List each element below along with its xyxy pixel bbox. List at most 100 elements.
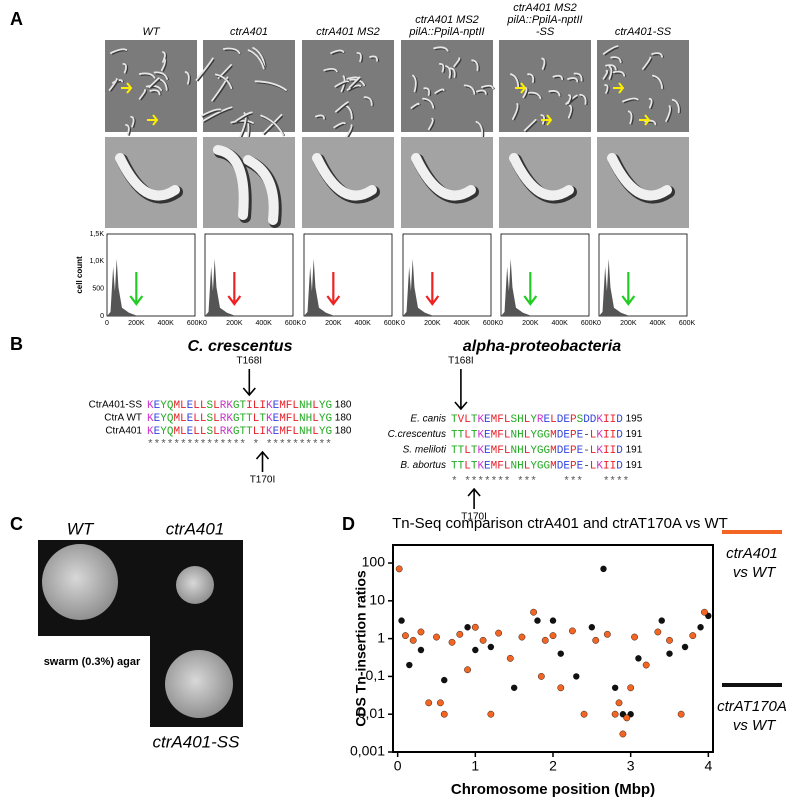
- cell: [602, 45, 619, 55]
- point: [642, 661, 650, 669]
- histogram: [304, 258, 335, 316]
- point: [677, 710, 685, 718]
- point: [600, 565, 607, 573]
- cell: [648, 97, 653, 109]
- cell: [125, 123, 130, 136]
- point: [627, 684, 635, 692]
- column-title: ctrA401 MS2: [415, 14, 479, 26]
- arrow: [613, 82, 625, 94]
- cell: [356, 52, 362, 63]
- cell: [566, 94, 572, 105]
- cell: [254, 80, 288, 92]
- plate-label: ctrA401-SS: [153, 732, 241, 751]
- cell: [604, 84, 609, 94]
- conservation: *************** * **********: [147, 439, 332, 451]
- point: [592, 636, 600, 644]
- cell: [234, 111, 253, 123]
- point: [701, 608, 708, 616]
- point: [425, 699, 433, 707]
- point: [506, 654, 514, 662]
- panel-label: A: [10, 9, 23, 29]
- histogram: [403, 258, 434, 316]
- plate-label: WT: [67, 519, 95, 538]
- cell-shadow: [349, 77, 362, 90]
- cell-shadow: [524, 119, 538, 133]
- cell: [548, 90, 561, 97]
- cell: [481, 84, 494, 90]
- cell-shadow: [335, 81, 350, 89]
- column-title: -SS: [536, 26, 555, 38]
- plate-label: ctrA401: [166, 519, 225, 538]
- point: [615, 699, 623, 707]
- x-tick-label: 600K: [679, 320, 696, 327]
- x-tick-label: 0: [499, 320, 503, 327]
- micrograph: [302, 40, 394, 132]
- cell: [312, 153, 377, 201]
- point: [398, 617, 405, 624]
- column-title: pilA::PpilA-nptII: [408, 26, 484, 38]
- cell: [149, 89, 161, 96]
- cell-shadow: [139, 89, 148, 101]
- column-title: pilA::PpilA-nptII: [506, 14, 582, 26]
- block-title: C. crescentus: [188, 338, 293, 355]
- x-tick-label: 0: [394, 758, 402, 774]
- sequence-name: C.crescentus: [388, 429, 446, 440]
- cell: [607, 153, 672, 201]
- arrow: [541, 114, 553, 126]
- point: [635, 655, 642, 662]
- cell-shadow: [643, 58, 653, 71]
- point: [448, 638, 456, 646]
- cell: [552, 74, 564, 81]
- y-tick-label: 500: [92, 286, 104, 293]
- y-tick-label: 0,1: [366, 667, 386, 683]
- arrow: [467, 487, 481, 509]
- panel-label: B: [10, 334, 23, 354]
- x-tick-label: 3: [627, 758, 635, 774]
- cell: [411, 153, 476, 201]
- cell: [610, 56, 622, 64]
- cell-shadow: [109, 79, 119, 92]
- mutation-label: T168I: [448, 356, 474, 367]
- point: [534, 617, 541, 624]
- point: [697, 624, 704, 631]
- cell-shadow: [435, 89, 446, 95]
- point: [471, 623, 479, 631]
- cell: [541, 57, 546, 70]
- cell: [314, 114, 326, 120]
- cell: [573, 72, 583, 82]
- x-tick-label: 600K: [285, 320, 302, 327]
- chart-title: Tn-Seq comparison ctrA401 and ctrAT170A …: [392, 515, 728, 532]
- cell: [433, 46, 449, 52]
- point: [557, 650, 564, 657]
- conservation: * ******* *** *** ****: [451, 476, 629, 488]
- arrow: [255, 450, 270, 472]
- sequence-name: CtrA WT: [104, 413, 142, 424]
- point: [417, 646, 425, 654]
- x-tick-label: 0: [401, 320, 405, 327]
- cell-shadow: [149, 78, 161, 90]
- cell: [427, 117, 434, 131]
- cell: [527, 73, 535, 83]
- cell: [108, 78, 118, 91]
- sequence-end: 180: [335, 413, 352, 424]
- cell: [422, 97, 435, 109]
- cell: [333, 121, 346, 129]
- histogram-frame: [303, 233, 393, 317]
- point: [487, 643, 495, 651]
- cell: [145, 85, 163, 92]
- histogram-frame: [402, 233, 492, 317]
- cell: [334, 80, 350, 88]
- column-title: ctrA401-SS: [615, 26, 672, 38]
- cell: [509, 73, 520, 90]
- point: [406, 661, 413, 669]
- cell: [110, 48, 128, 54]
- point: [495, 629, 503, 637]
- cell: [330, 49, 345, 55]
- cell: [344, 124, 353, 140]
- cell: [608, 65, 613, 80]
- point: [689, 632, 697, 640]
- cell: [602, 69, 609, 80]
- point: [456, 630, 464, 638]
- panel-label: D: [342, 514, 355, 534]
- column-title: WT: [142, 26, 160, 38]
